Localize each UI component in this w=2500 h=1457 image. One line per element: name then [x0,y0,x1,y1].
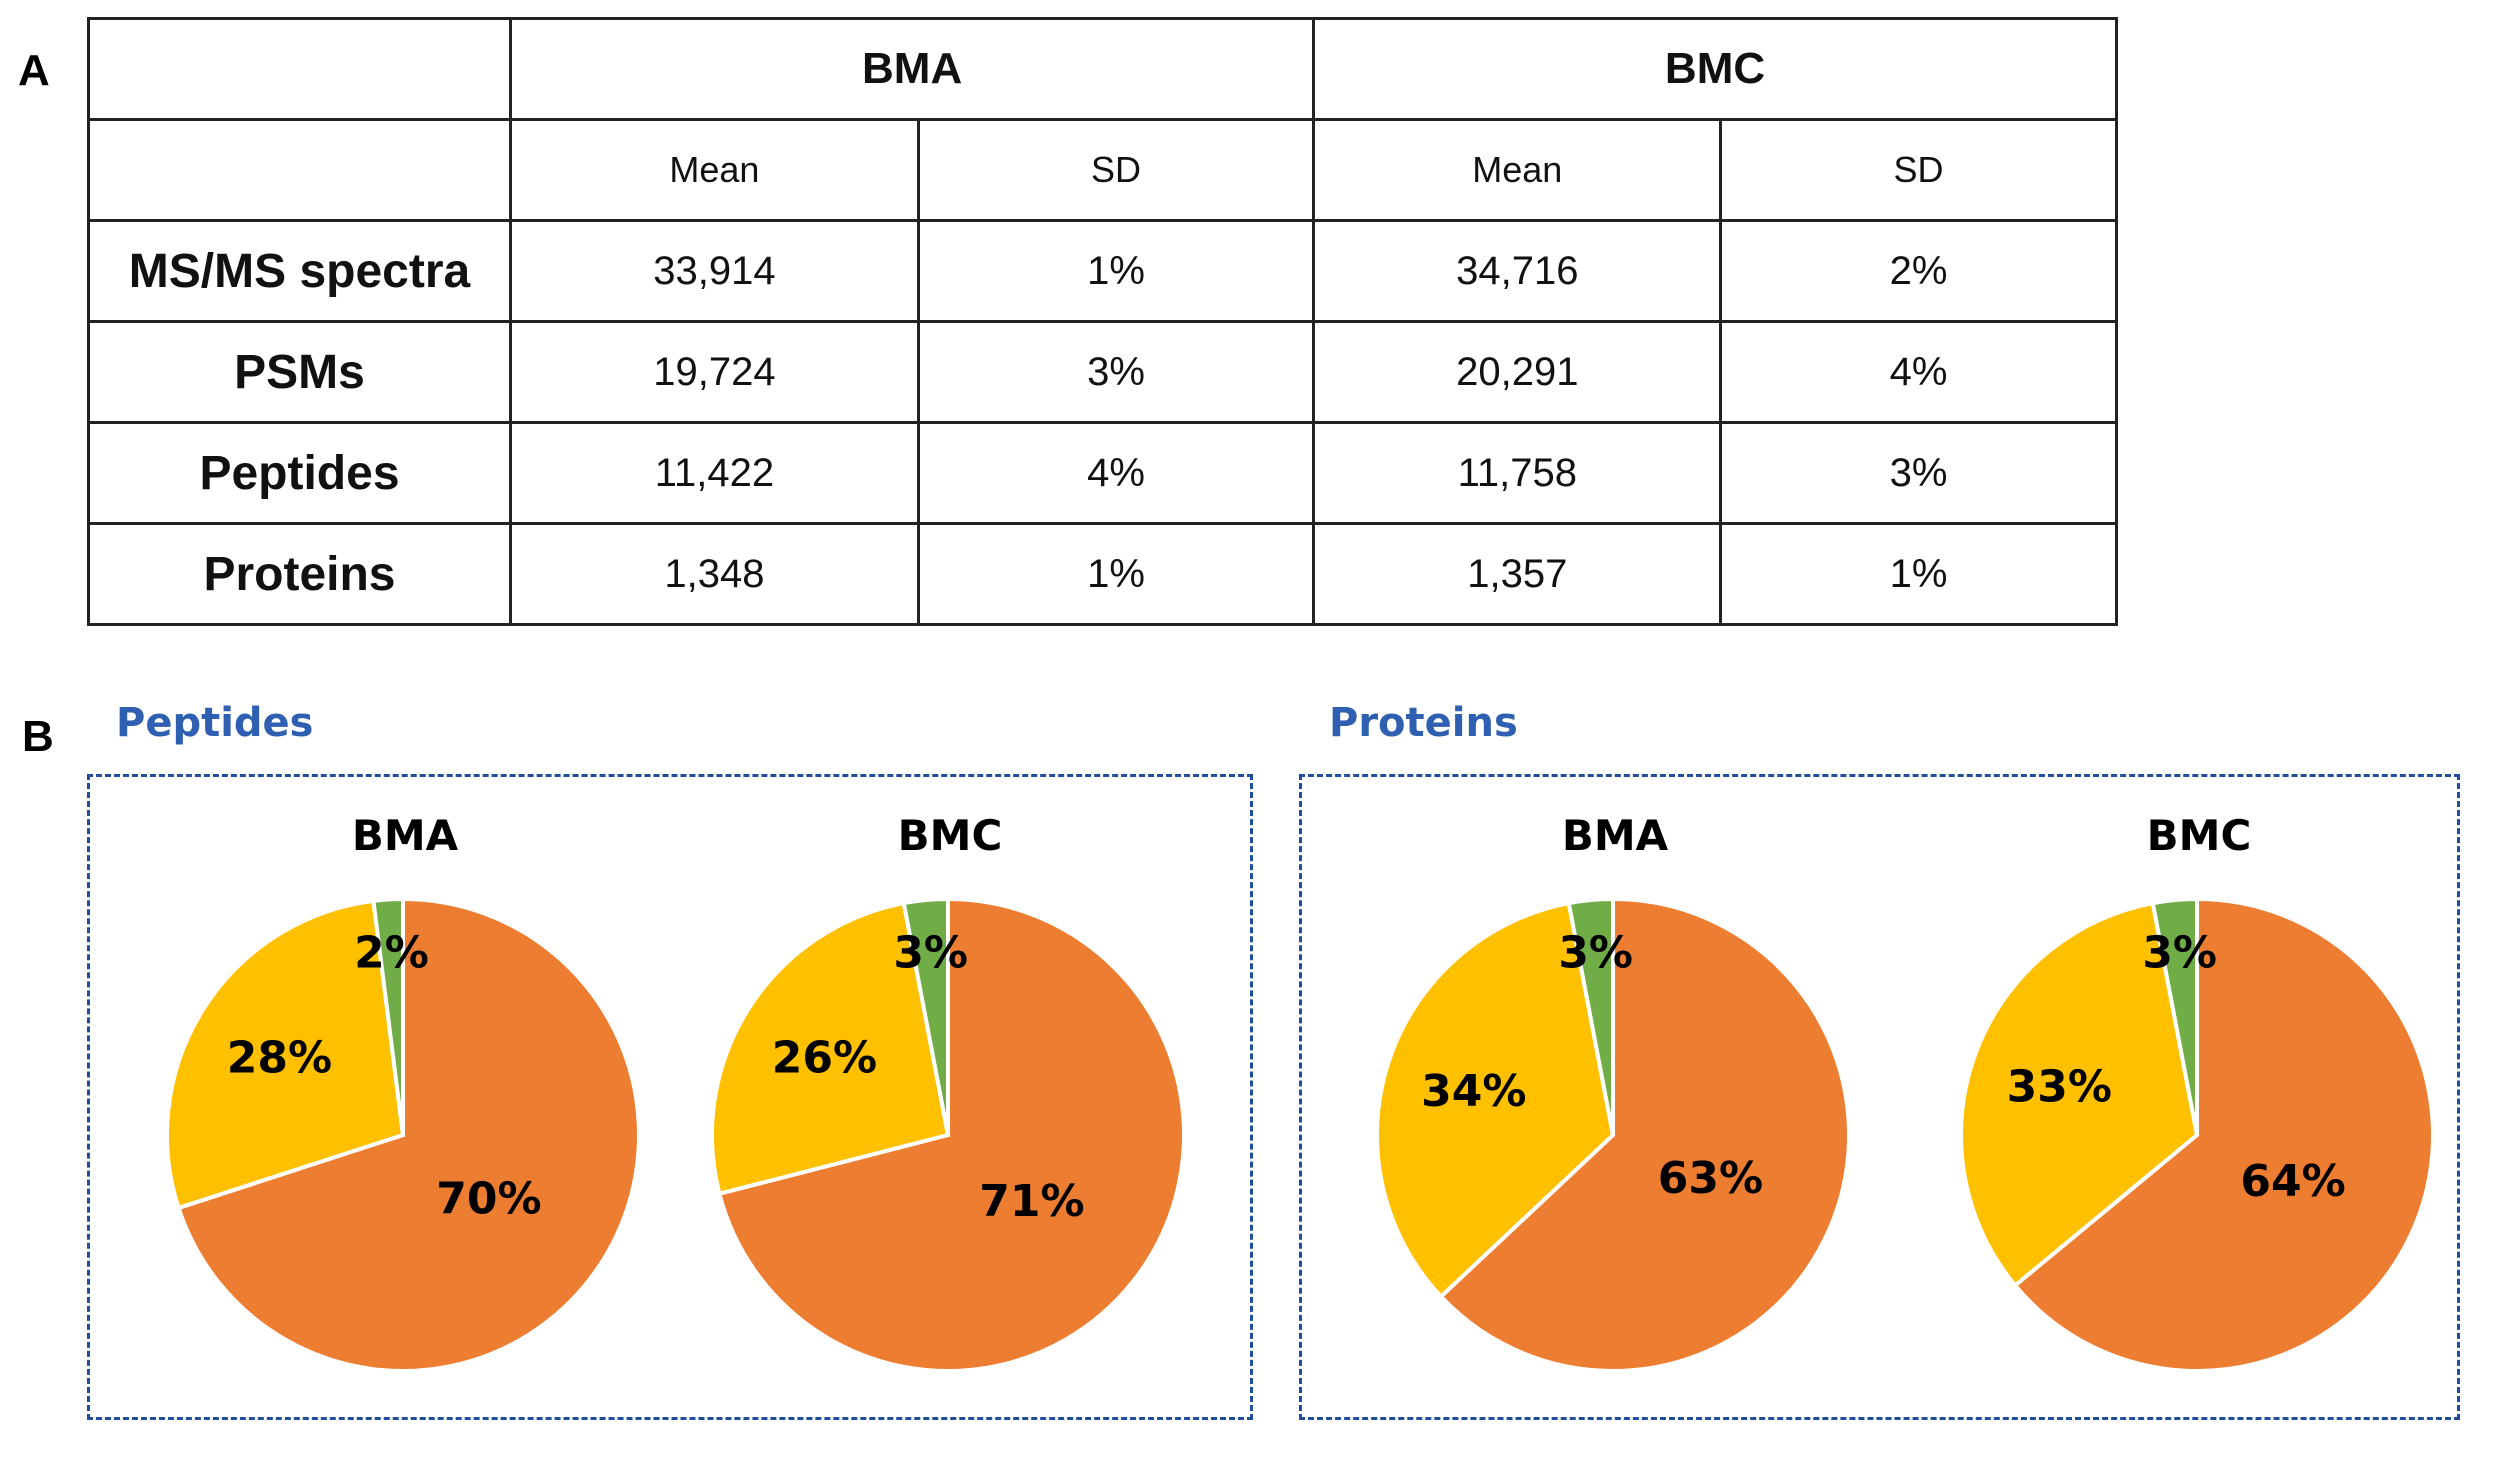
pie-slice [710,900,951,1197]
subheader: SD [916,118,1316,222]
table-header-row: BMA BMC [87,17,2499,121]
table-cell: 4% [1719,320,2118,424]
table-cell: 3% [1719,421,2118,525]
table-cell: 3% [916,320,1316,424]
pie-slice [176,896,641,1373]
table-cell: 34,716 [1312,219,1723,323]
pie-data-label: 71% [979,1176,1084,1227]
pie-data-label: 64% [2240,1156,2345,1207]
pie-slice [901,896,950,1136]
pie-chart: BMA 63% 34% 3% [1375,811,1851,1373]
proteins-box-title: Proteins [1329,700,1518,746]
table-cell: 33,914 [508,219,920,323]
row-label: Proteins [87,522,512,626]
pie-slice [2150,896,2199,1136]
pie-slice [165,898,406,1211]
table-row: Proteins 1,348 1% 1,357 1% [87,522,2499,626]
pie-slice [1375,900,1616,1300]
table-cell: 19,724 [508,320,920,424]
row-label: Peptides [87,421,512,525]
pie-chart: BMA 70% 28% 2% [165,811,641,1373]
pie-data-label: 26% [772,1033,877,1084]
table-row: MS/MS spectra 33,914 1% 34,716 2% [87,219,2499,323]
summary-table: BMA BMC Mean SD Mean SD MS/MS spectra 33,… [87,17,2500,626]
table-cell: 1,348 [508,522,920,626]
pie-slice [371,896,405,1136]
table-cell: 4% [916,421,1316,525]
group-header-bmc: BMC [1312,17,2118,121]
panel-b-letter: B [22,712,54,761]
table-row: PSMs 19,724 3% 20,291 4% [87,320,2499,424]
pie-chart: BMC 71% 26% 3% [710,811,1186,1373]
panel-a-letter: A [18,46,50,95]
table-cell: 11,758 [1312,421,1723,525]
pie-chart: BMC 64% 33% 3% [1959,811,2435,1373]
pie-data-label: 34% [1421,1066,1526,1117]
pie-slice [2012,896,2435,1373]
subheader: Mean [508,118,920,222]
proteins-box [1299,774,2460,1420]
table-cell: 1% [1719,522,2118,626]
subheader: SD [1719,118,2118,222]
corner-cell [87,118,512,222]
peptides-box-title: Peptides [116,700,314,746]
table-row: Peptides 11,422 4% 11,758 3% [87,421,2499,525]
pie-title: BMA [1562,811,1669,860]
pie-data-label: 33% [2007,1061,2112,1112]
pie-slice [716,896,1186,1373]
pie-data-label: 3% [893,928,968,979]
row-label: MS/MS spectra [87,219,512,323]
pie-title: BMA [352,811,459,860]
pie-slice [1959,900,2200,1289]
table-cell: 11,422 [508,421,920,525]
pie-data-label: 63% [1658,1153,1763,1204]
subheader: Mean [1312,118,1723,222]
table-cell: 1% [916,219,1316,323]
table-subheader-row: Mean SD Mean SD [87,118,2499,222]
pie-data-label: 2% [354,927,429,978]
pie-data-label: 70% [436,1173,541,1224]
pie-title: BMC [2147,811,2252,860]
pie-data-label: 3% [1558,928,1633,979]
peptides-box [87,774,1253,1420]
pie-slice [1438,896,1851,1373]
pie-title: BMC [898,811,1003,860]
table-cell: 1,357 [1312,522,1723,626]
pie-data-label: 3% [2142,928,2217,979]
pie-data-label: 28% [227,1033,332,1084]
corner-cell [87,17,512,121]
row-label: PSMs [87,320,512,424]
table-cell: 1% [916,522,1316,626]
table-cell: 20,291 [1312,320,1723,424]
group-header-bma: BMA [508,17,1316,121]
pie-slice [1566,896,1615,1136]
table-cell: 2% [1719,219,2118,323]
